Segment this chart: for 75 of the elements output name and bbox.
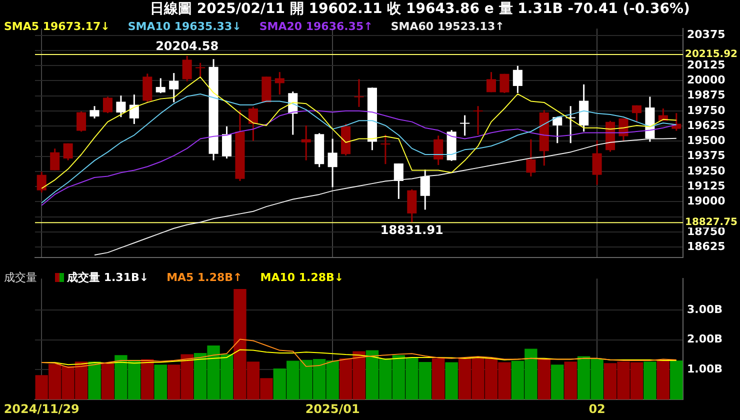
candlestick bbox=[36, 171, 46, 194]
candlestick bbox=[222, 126, 232, 160]
candlestick bbox=[486, 71, 496, 93]
y-tick-label: 19625 bbox=[687, 118, 726, 132]
candlestick bbox=[354, 78, 364, 108]
y-tick-label: 20000 bbox=[687, 74, 726, 87]
x-tick-label: 02 bbox=[588, 402, 606, 416]
candlestick bbox=[512, 65, 522, 94]
candlestick bbox=[526, 138, 536, 178]
text: SMA60 19523.13↑ bbox=[390, 20, 504, 33]
text: SMA20 19636.35↑ bbox=[259, 20, 373, 33]
candlestick bbox=[102, 96, 112, 114]
y-tick-label: 19125 bbox=[687, 179, 726, 192]
bar bbox=[445, 362, 458, 400]
ref-line-label: 20215.92 bbox=[685, 49, 738, 60]
candlestick bbox=[76, 110, 86, 132]
bar bbox=[88, 362, 101, 400]
candlestick bbox=[301, 124, 311, 162]
candlestick bbox=[156, 77, 166, 94]
bar bbox=[551, 364, 564, 400]
candlestick bbox=[169, 72, 179, 104]
y-tick-label: 19750 bbox=[687, 104, 726, 117]
y-tick-label: 2.00B bbox=[687, 332, 723, 346]
annotation: 18831.91 bbox=[380, 223, 444, 238]
candlestick bbox=[460, 114, 470, 136]
x-tick-label: 2024/11/29 bbox=[4, 402, 80, 416]
bar bbox=[432, 358, 445, 400]
candlestick bbox=[129, 94, 139, 125]
legend-label: 成交量 1.31B↓ bbox=[66, 271, 149, 284]
candlestick bbox=[380, 134, 390, 165]
candlestick bbox=[592, 140, 602, 186]
y-tick-label: 3.00B bbox=[687, 302, 723, 316]
ref-line-label: 18827.75 bbox=[685, 217, 738, 228]
bar bbox=[670, 360, 683, 400]
candlestick bbox=[116, 94, 126, 118]
text: MA10 1.28B↓ bbox=[260, 271, 344, 284]
candlestick bbox=[500, 73, 510, 94]
candlestick bbox=[90, 105, 100, 120]
y-tick-label: 20375 bbox=[687, 28, 726, 42]
candlestick bbox=[394, 162, 404, 200]
candlestick bbox=[407, 188, 417, 223]
y-tick-label: 19375 bbox=[687, 149, 726, 162]
candlestick bbox=[50, 148, 60, 171]
candlestick bbox=[248, 106, 258, 142]
candlestick bbox=[63, 142, 73, 162]
candlestick bbox=[420, 168, 430, 210]
candlestick bbox=[434, 134, 444, 166]
bar bbox=[656, 360, 670, 400]
candlestick bbox=[328, 138, 338, 188]
candlestick bbox=[274, 71, 284, 96]
candlestick bbox=[552, 116, 562, 144]
bar bbox=[154, 364, 167, 400]
bar bbox=[564, 362, 577, 400]
candlestick bbox=[632, 104, 642, 124]
annotation: 20204.58 bbox=[156, 39, 219, 54]
chart-title: 日線圖 2025/02/11 開 19602.11 收 19643.86 e 量 1.31B -70.41 (-0.36%) bbox=[150, 0, 690, 18]
text: SMA5 19673.17↓ bbox=[4, 20, 110, 33]
bar bbox=[644, 362, 656, 400]
y-tick-label: 19000 bbox=[687, 194, 726, 208]
candlestick bbox=[182, 55, 192, 82]
chart-title: 成交量 bbox=[4, 271, 37, 284]
y-tick-label: 19500 bbox=[687, 134, 726, 148]
candlestick bbox=[473, 105, 483, 136]
x-tick-label: 2025/01 bbox=[305, 402, 360, 416]
y-tick-label: 19250 bbox=[687, 164, 726, 178]
y-tick-label: 19875 bbox=[687, 88, 726, 102]
text: MA5 1.28B↑ bbox=[166, 271, 242, 284]
y-tick-label: 20125 bbox=[687, 58, 726, 72]
bar bbox=[538, 359, 550, 400]
bar bbox=[141, 359, 154, 400]
bar bbox=[101, 363, 114, 400]
y-tick-label: 1.00B bbox=[687, 362, 723, 376]
candlestick bbox=[196, 62, 206, 78]
y-tick-label: 18625 bbox=[687, 240, 726, 253]
text: SMA10 19635.33↓ bbox=[128, 20, 242, 33]
